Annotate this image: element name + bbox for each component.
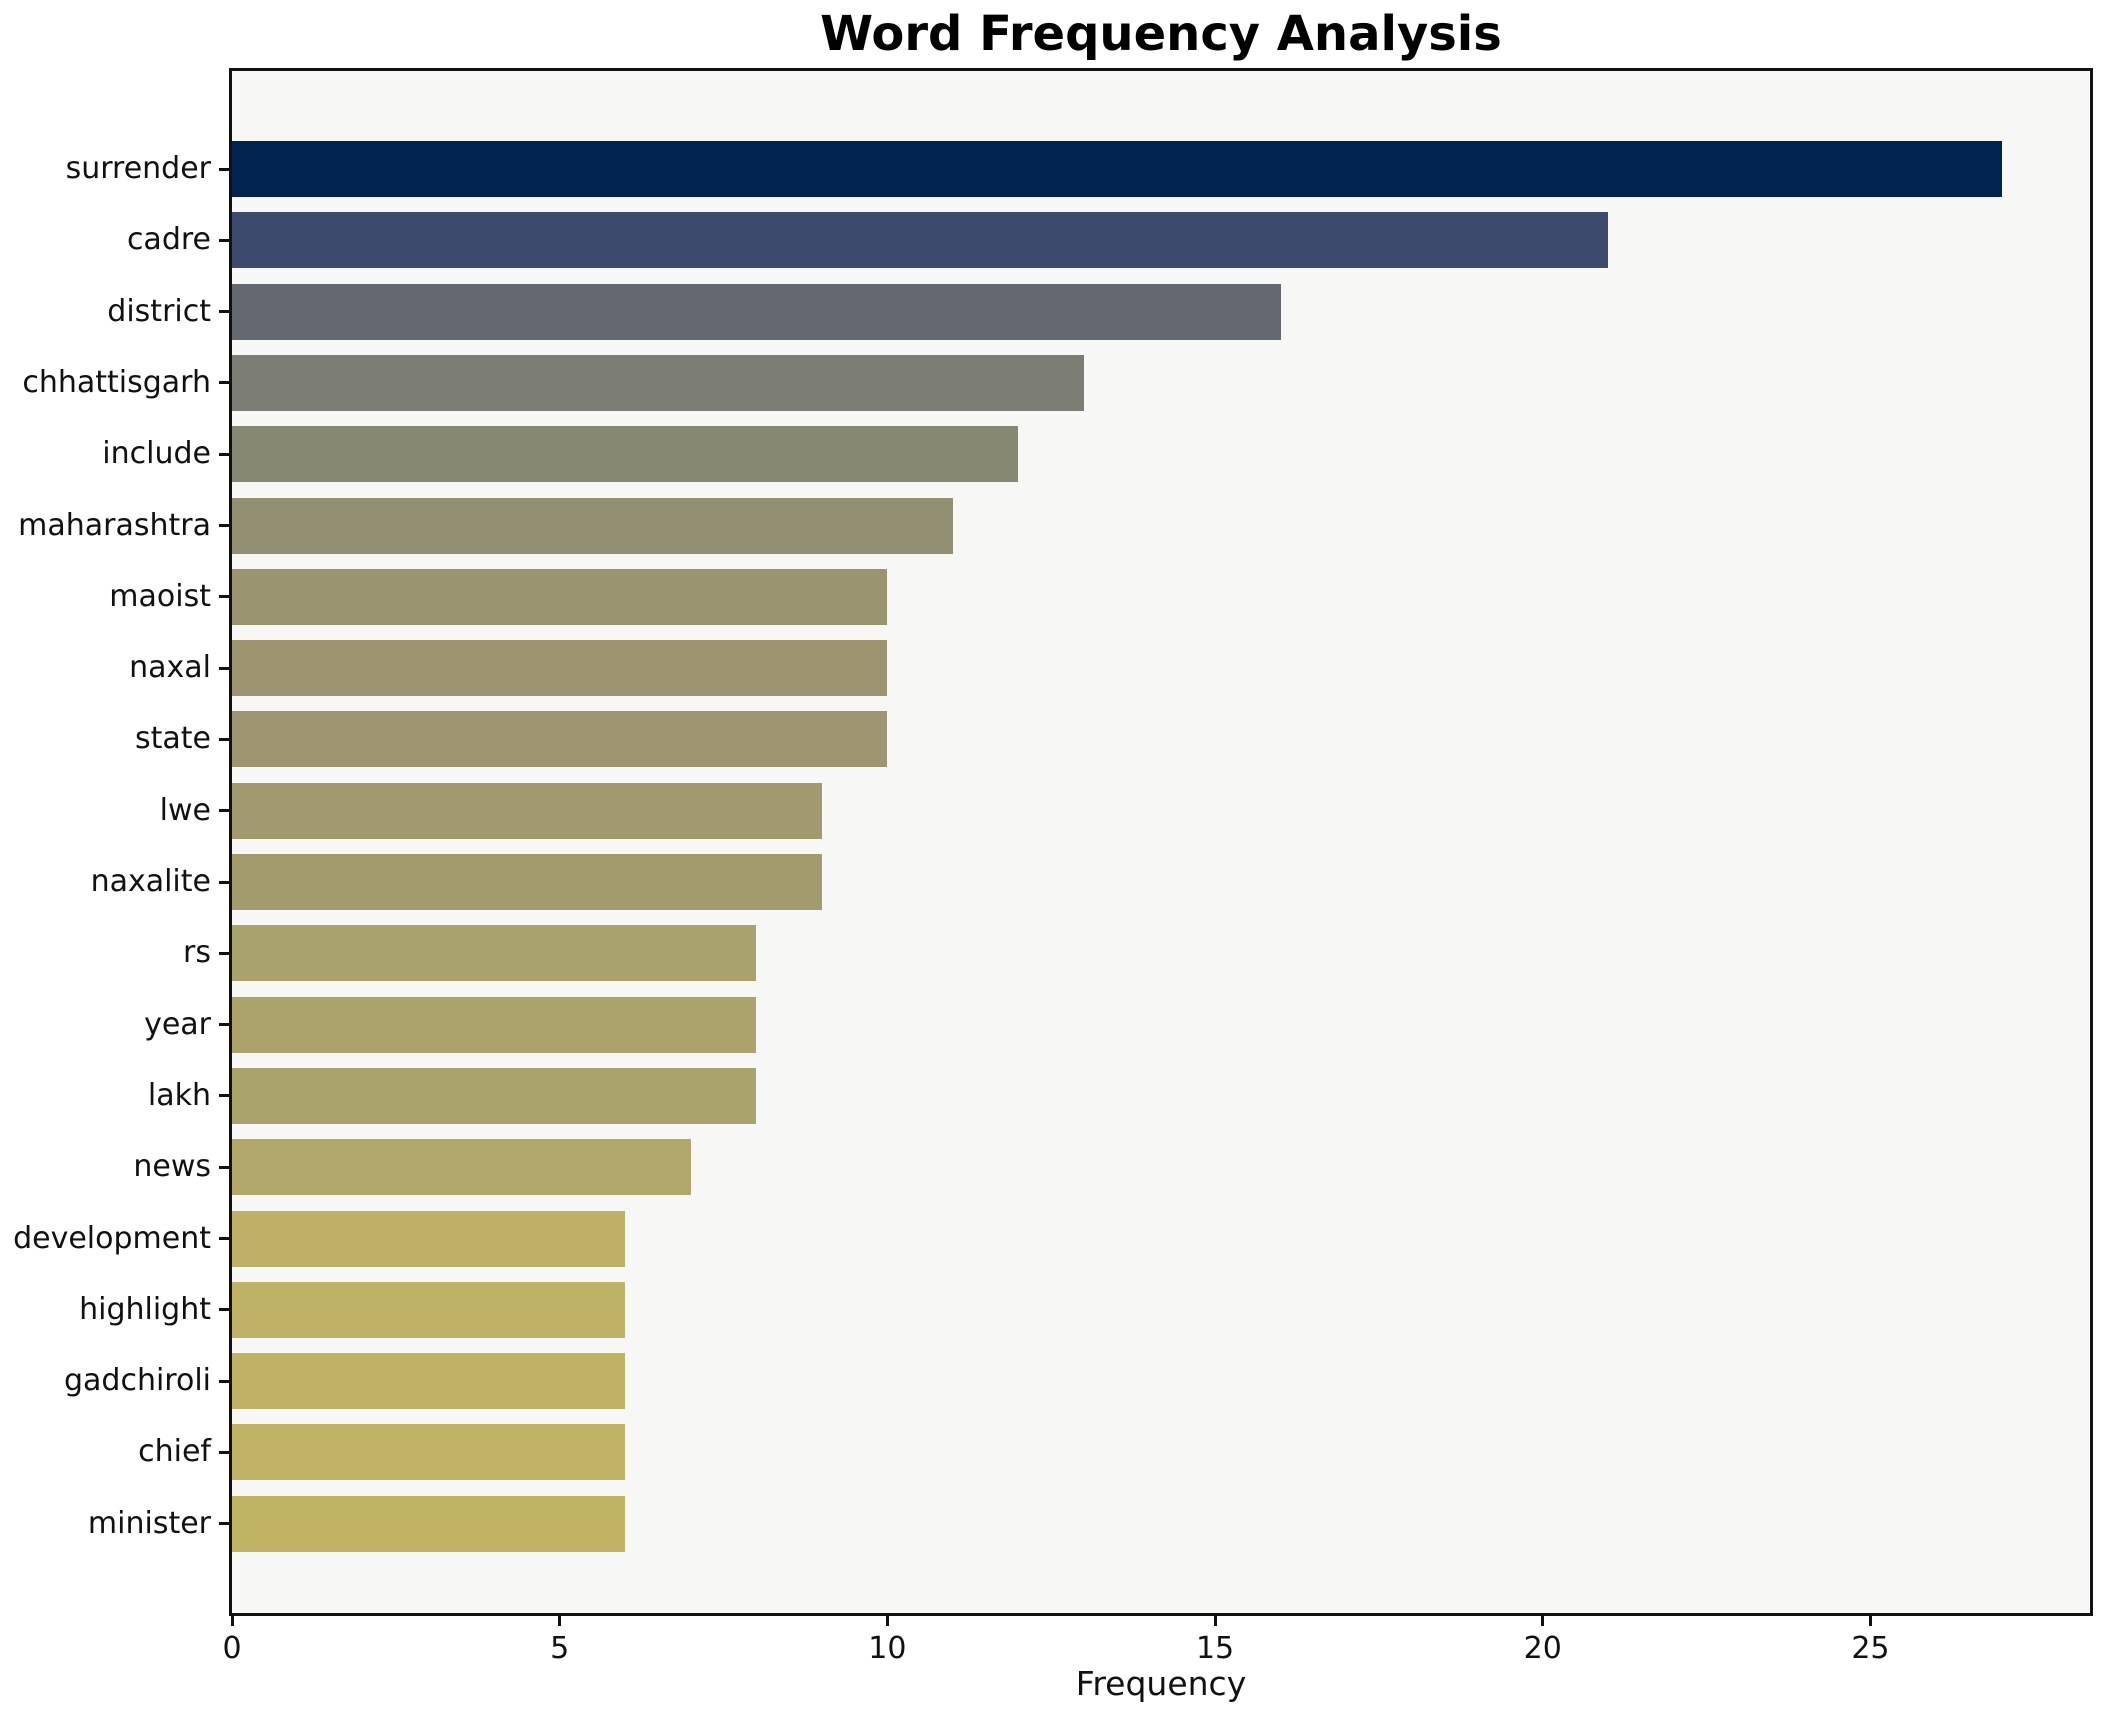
bar-naxalite — [232, 854, 822, 910]
x-tick-label: 15 — [1195, 1631, 1235, 1666]
y-tick-mark — [219, 167, 229, 171]
bar-maharashtra — [232, 497, 953, 554]
y-tick-label: highlight — [79, 1291, 211, 1327]
y-tick-label: naxal — [129, 650, 211, 686]
bar-highlight — [232, 1281, 626, 1338]
bar-development — [232, 1210, 626, 1267]
y-tick-label: news — [133, 1149, 211, 1185]
y-tick-label: maoist — [109, 578, 211, 614]
y-tick-mark — [219, 1450, 229, 1454]
y-tick-mark — [219, 1023, 229, 1027]
bar-gadchiroli — [232, 1353, 626, 1410]
y-tick-mark — [219, 1522, 229, 1526]
y-tick-mark — [219, 737, 229, 741]
y-tick-label: rs — [183, 935, 211, 971]
y-tick-label: chhattisgarh — [22, 364, 211, 400]
x-tick-label: 25 — [1851, 1631, 1890, 1666]
y-tick-mark — [219, 809, 229, 813]
bar-naxal — [232, 640, 888, 697]
x-tick-label: 5 — [550, 1631, 570, 1666]
x-tick-label: 10 — [868, 1631, 907, 1666]
y-tick-mark — [219, 880, 229, 884]
y-tick-mark — [219, 1094, 229, 1098]
y-tick-mark — [219, 1379, 229, 1383]
y-tick-label: district — [107, 293, 211, 329]
y-tick-label: minister — [87, 1505, 211, 1541]
y-tick-label: development — [13, 1220, 211, 1256]
bar-rs — [232, 925, 757, 982]
bar-chhattisgarh — [232, 354, 1084, 411]
chart-title: Word Frequency Analysis — [820, 6, 1502, 62]
x-tick-mark — [230, 1616, 234, 1626]
x-tick-mark — [1213, 1616, 1217, 1626]
y-tick-mark — [219, 666, 229, 670]
y-tick-label: state — [135, 721, 211, 757]
x-axis-label: Frequency — [1075, 1664, 1247, 1703]
y-tick-mark — [219, 524, 229, 527]
bar-lakh — [232, 1067, 757, 1124]
y-tick-label: gadchiroli — [63, 1363, 211, 1399]
y-tick-mark — [219, 951, 229, 955]
y-tick-label: year — [144, 1006, 211, 1042]
y-tick-mark — [219, 452, 229, 456]
y-tick-label: cadre — [126, 222, 211, 258]
bar-include — [232, 426, 1019, 483]
bar-state — [232, 711, 888, 768]
y-tick-mark — [219, 310, 229, 314]
bar-news — [232, 1139, 691, 1196]
y-tick-label: naxalite — [90, 864, 211, 899]
y-tick-label: maharashtra — [18, 507, 211, 543]
y-tick-mark — [219, 595, 229, 599]
y-tick-mark — [219, 1237, 229, 1240]
y-tick-mark — [219, 1165, 229, 1169]
x-tick-mark — [558, 1616, 562, 1626]
x-tick-mark — [1868, 1616, 1872, 1626]
x-tick-mark — [1541, 1616, 1545, 1626]
bar-district — [232, 283, 1281, 340]
bar-chief — [232, 1424, 626, 1481]
x-tick-mark — [885, 1616, 889, 1626]
x-tick-label: 0 — [222, 1631, 242, 1666]
bar-lwe — [232, 782, 822, 839]
y-tick-mark — [219, 1308, 229, 1312]
y-tick-mark — [219, 238, 229, 242]
bar-year — [232, 996, 757, 1053]
y-tick-mark — [219, 381, 229, 385]
x-tick-label: 20 — [1523, 1631, 1562, 1666]
y-tick-label: lakh — [147, 1077, 211, 1113]
bar-minister — [232, 1495, 626, 1552]
bar-maoist — [232, 568, 888, 625]
bar-surrender — [232, 141, 2002, 197]
y-tick-label: include — [102, 436, 211, 472]
y-tick-label: chief — [138, 1434, 211, 1470]
bar-cadre — [232, 212, 1609, 269]
y-tick-label: lwe — [159, 792, 211, 828]
y-tick-label: surrender — [65, 151, 211, 186]
